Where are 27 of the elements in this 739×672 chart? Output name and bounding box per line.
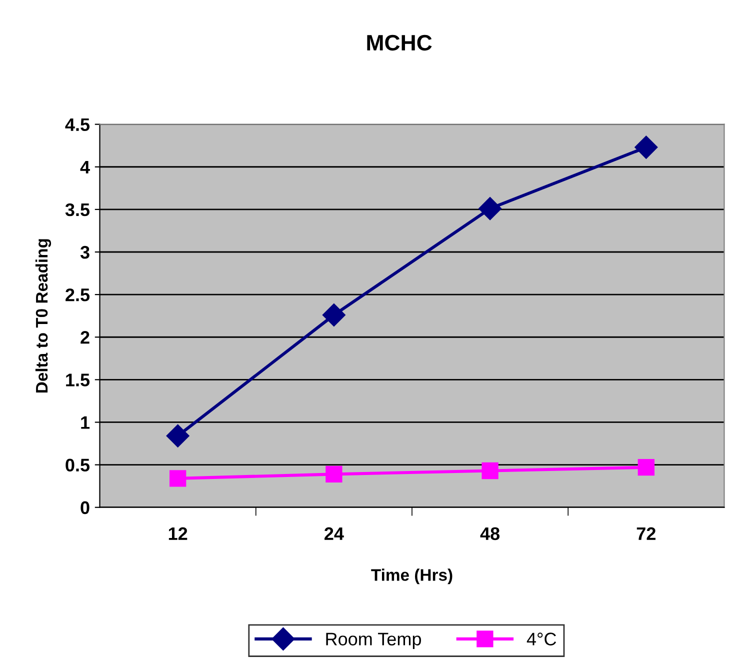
point <box>482 462 498 480</box>
point <box>638 459 654 476</box>
y-tick-label: 4.5 <box>65 118 90 132</box>
y-tick-label: 3 <box>80 246 90 259</box>
point <box>326 466 342 482</box>
x-axis-title: Time (Hrs) <box>371 568 452 584</box>
x-tick-label: 72 <box>636 527 656 540</box>
y-tick-label: 1.5 <box>66 374 90 386</box>
y-tick-label: 4 <box>80 161 90 174</box>
legend-label: 4°C <box>526 632 556 646</box>
point <box>166 424 190 448</box>
y-tick-label: 2 <box>80 331 90 344</box>
y-tick-label: 0.5 <box>66 458 90 472</box>
x-tick-label: 48 <box>480 527 500 540</box>
point <box>169 470 186 487</box>
x-tick-label: 24 <box>324 527 344 540</box>
point <box>322 303 346 326</box>
y-tick-label: 2.5 <box>66 288 90 302</box>
chart-title: MCHC <box>367 34 432 51</box>
y-tick-label: 0 <box>80 501 90 514</box>
point <box>478 197 502 220</box>
y-tick-label: 3.5 <box>65 203 90 216</box>
y-axis-title: Delta to T0 Reading <box>35 239 52 393</box>
y-tick-label: 1 <box>81 416 90 429</box>
point <box>634 136 658 159</box>
x-tick-label: 12 <box>168 527 188 540</box>
legend-label: Room Temp <box>326 632 421 650</box>
